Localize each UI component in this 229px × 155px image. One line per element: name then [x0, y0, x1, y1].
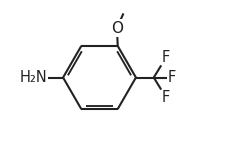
- Text: H₂N: H₂N: [20, 70, 47, 85]
- Text: F: F: [161, 90, 169, 105]
- Text: F: F: [161, 50, 169, 65]
- Text: F: F: [167, 70, 175, 85]
- Text: O: O: [110, 21, 123, 36]
